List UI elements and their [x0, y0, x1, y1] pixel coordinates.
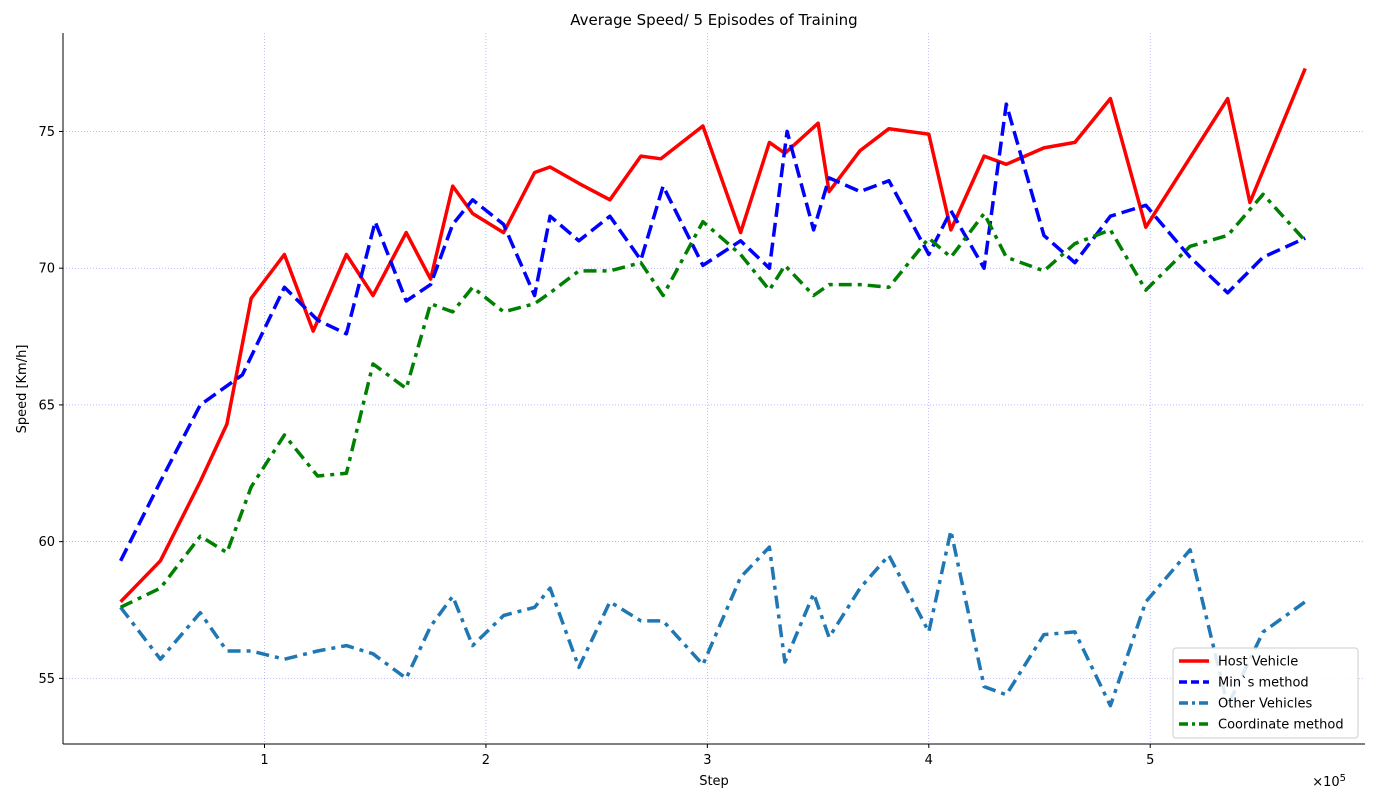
x-tick-label: 1 [260, 753, 268, 768]
y-tick-label: 75 [38, 125, 55, 140]
legend-label-other-vehicles: Other Vehicles [1218, 697, 1313, 712]
series-line-host-vehicle [119, 67, 1307, 604]
grid [63, 33, 1365, 744]
chart-title: Average Speed/ 5 Episodes of Training [570, 11, 857, 29]
x-tick-label: 2 [482, 753, 490, 768]
series-line-coordinate-method [119, 192, 1307, 609]
y-tick-label: 65 [38, 398, 55, 413]
series-lines [119, 67, 1307, 708]
axes [62, 33, 1365, 745]
legend-label-host-vehicle: Host Vehicle [1218, 655, 1298, 670]
y-axis-label: Speed [Km/h] [15, 345, 30, 434]
x-tick-label: 4 [925, 753, 933, 768]
legend: Host Vehicle Min`s method Other Vehicles Co… [1172, 647, 1359, 739]
legend-label-min-s-method: Min`s method [1218, 676, 1309, 691]
legend-box [1172, 647, 1359, 739]
y-tick-label: 55 [38, 672, 55, 687]
series-line-other-vehicles [119, 528, 1307, 708]
y-tick-label: 60 [38, 535, 55, 550]
y-tick-label: 70 [38, 262, 55, 277]
legend-label-coordinate-method: Coordinate method [1218, 718, 1344, 733]
x-axis-label: Step [699, 774, 729, 789]
series-line-min-s-method [119, 102, 1306, 562]
x-multiplier-label: ×105 [1312, 773, 1346, 790]
x-tick-label: 5 [1146, 753, 1154, 768]
x-tick-label: 3 [703, 753, 711, 768]
